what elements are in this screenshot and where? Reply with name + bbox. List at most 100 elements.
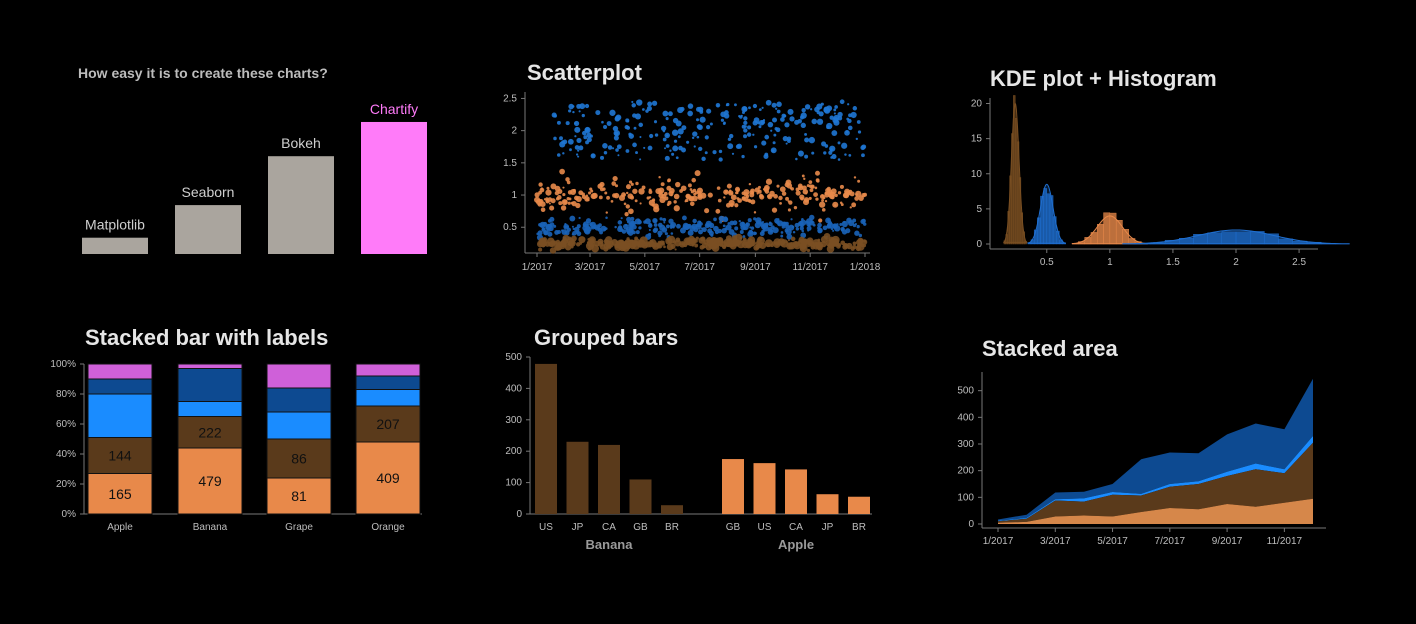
scatter-point [833, 108, 837, 112]
scatter-point [586, 137, 592, 143]
scatter-point [646, 105, 652, 112]
scatter-point [662, 217, 667, 222]
scatter-point [808, 180, 813, 184]
scatter-point [621, 192, 626, 198]
scatter-point [660, 182, 665, 187]
scatter-point [684, 200, 687, 203]
scatter-point [647, 101, 653, 107]
scatter-point [837, 111, 843, 118]
x-tick-label: US [758, 522, 772, 533]
scatter-point [692, 131, 698, 137]
x-tick-label: GB [633, 522, 648, 533]
scatter-point [815, 170, 820, 176]
scatter-point [574, 195, 579, 201]
scatter-point [852, 244, 857, 250]
scatter-point [743, 128, 748, 133]
scatter-point [764, 184, 770, 191]
scatter-point [790, 236, 796, 242]
scatter-point [626, 216, 632, 222]
scatter-point [664, 155, 670, 161]
scatter-point [819, 243, 824, 248]
scatter-point [743, 239, 746, 242]
scatter-point [627, 220, 630, 224]
scatter-point [574, 126, 581, 133]
scatter-point [559, 136, 563, 141]
scatter-point [639, 136, 642, 139]
scatter-point [538, 182, 543, 187]
scatter-point [698, 220, 702, 224]
data-label: 165 [108, 486, 132, 502]
bar [629, 479, 652, 514]
y-tick-label: 20 [971, 99, 983, 110]
data-label: 409 [376, 470, 400, 486]
scatter-point [666, 185, 672, 191]
scatter-point [638, 122, 643, 128]
scatter-point [625, 184, 632, 190]
scatter-point [780, 231, 784, 234]
scatter-point [561, 140, 565, 144]
scatter-point [806, 218, 813, 225]
scatter-point [679, 189, 683, 193]
scatter-point [794, 119, 800, 125]
y-tick-label: 100% [50, 359, 76, 370]
scatter-point [854, 230, 860, 236]
scatter-point [765, 99, 772, 106]
x-tick-label: 11/2017 [1267, 536, 1303, 547]
scatter-point [673, 200, 677, 204]
scatter-point [785, 142, 788, 145]
scatter-point [665, 144, 670, 148]
scatter-point [669, 149, 672, 152]
scatter-point [665, 224, 670, 229]
scatter-point [742, 224, 749, 231]
scatter-point [609, 109, 616, 116]
scatter-point [689, 188, 693, 191]
scatter-point [573, 120, 580, 127]
scatter-point [614, 131, 619, 136]
scatter-point [578, 145, 584, 151]
scatter-point [701, 227, 707, 233]
scatter-point [758, 125, 762, 129]
scatter-point [675, 181, 681, 188]
scatter-point [829, 115, 834, 120]
scatter-point [761, 140, 767, 146]
scatter-point [588, 191, 592, 195]
scatter-point [665, 117, 669, 121]
scatter-point [857, 130, 862, 134]
scatter-point [799, 226, 804, 231]
scatter-point [779, 186, 786, 193]
scatter-point [807, 239, 814, 246]
scatter-point [725, 224, 732, 231]
scatter-point [841, 142, 848, 149]
scatter-point [847, 118, 852, 124]
scatter-point [578, 110, 581, 113]
scatter-point [626, 119, 630, 123]
scatter-point [839, 99, 845, 105]
x-tick-label: 7/2017 [1155, 536, 1186, 547]
scatter-point [639, 242, 645, 248]
scatter-point [632, 113, 637, 118]
scatter-point [568, 103, 574, 110]
scatter-point [798, 185, 804, 191]
scatter-point [776, 101, 782, 107]
scatter-point [811, 151, 815, 155]
scatter-point [786, 136, 792, 141]
scatter-point [719, 241, 722, 245]
scatter-point [748, 106, 751, 110]
scatter-point [824, 199, 828, 203]
scatter-point [571, 225, 574, 228]
scatter-point [847, 125, 853, 131]
scatter-point [723, 121, 726, 125]
scatter-point [628, 222, 635, 228]
scatter-point [821, 141, 827, 147]
x-tick-label: CA [602, 522, 616, 533]
scatter-point [599, 244, 606, 250]
scatter-point [726, 183, 732, 189]
scatter-point [761, 223, 767, 230]
scatter-point [649, 133, 654, 139]
scatter-point [728, 189, 732, 192]
scatter-point [563, 223, 569, 230]
scatter-point [768, 221, 772, 225]
scatter-point [776, 184, 780, 188]
scatter-point [668, 190, 674, 197]
scatter-point [691, 136, 695, 140]
